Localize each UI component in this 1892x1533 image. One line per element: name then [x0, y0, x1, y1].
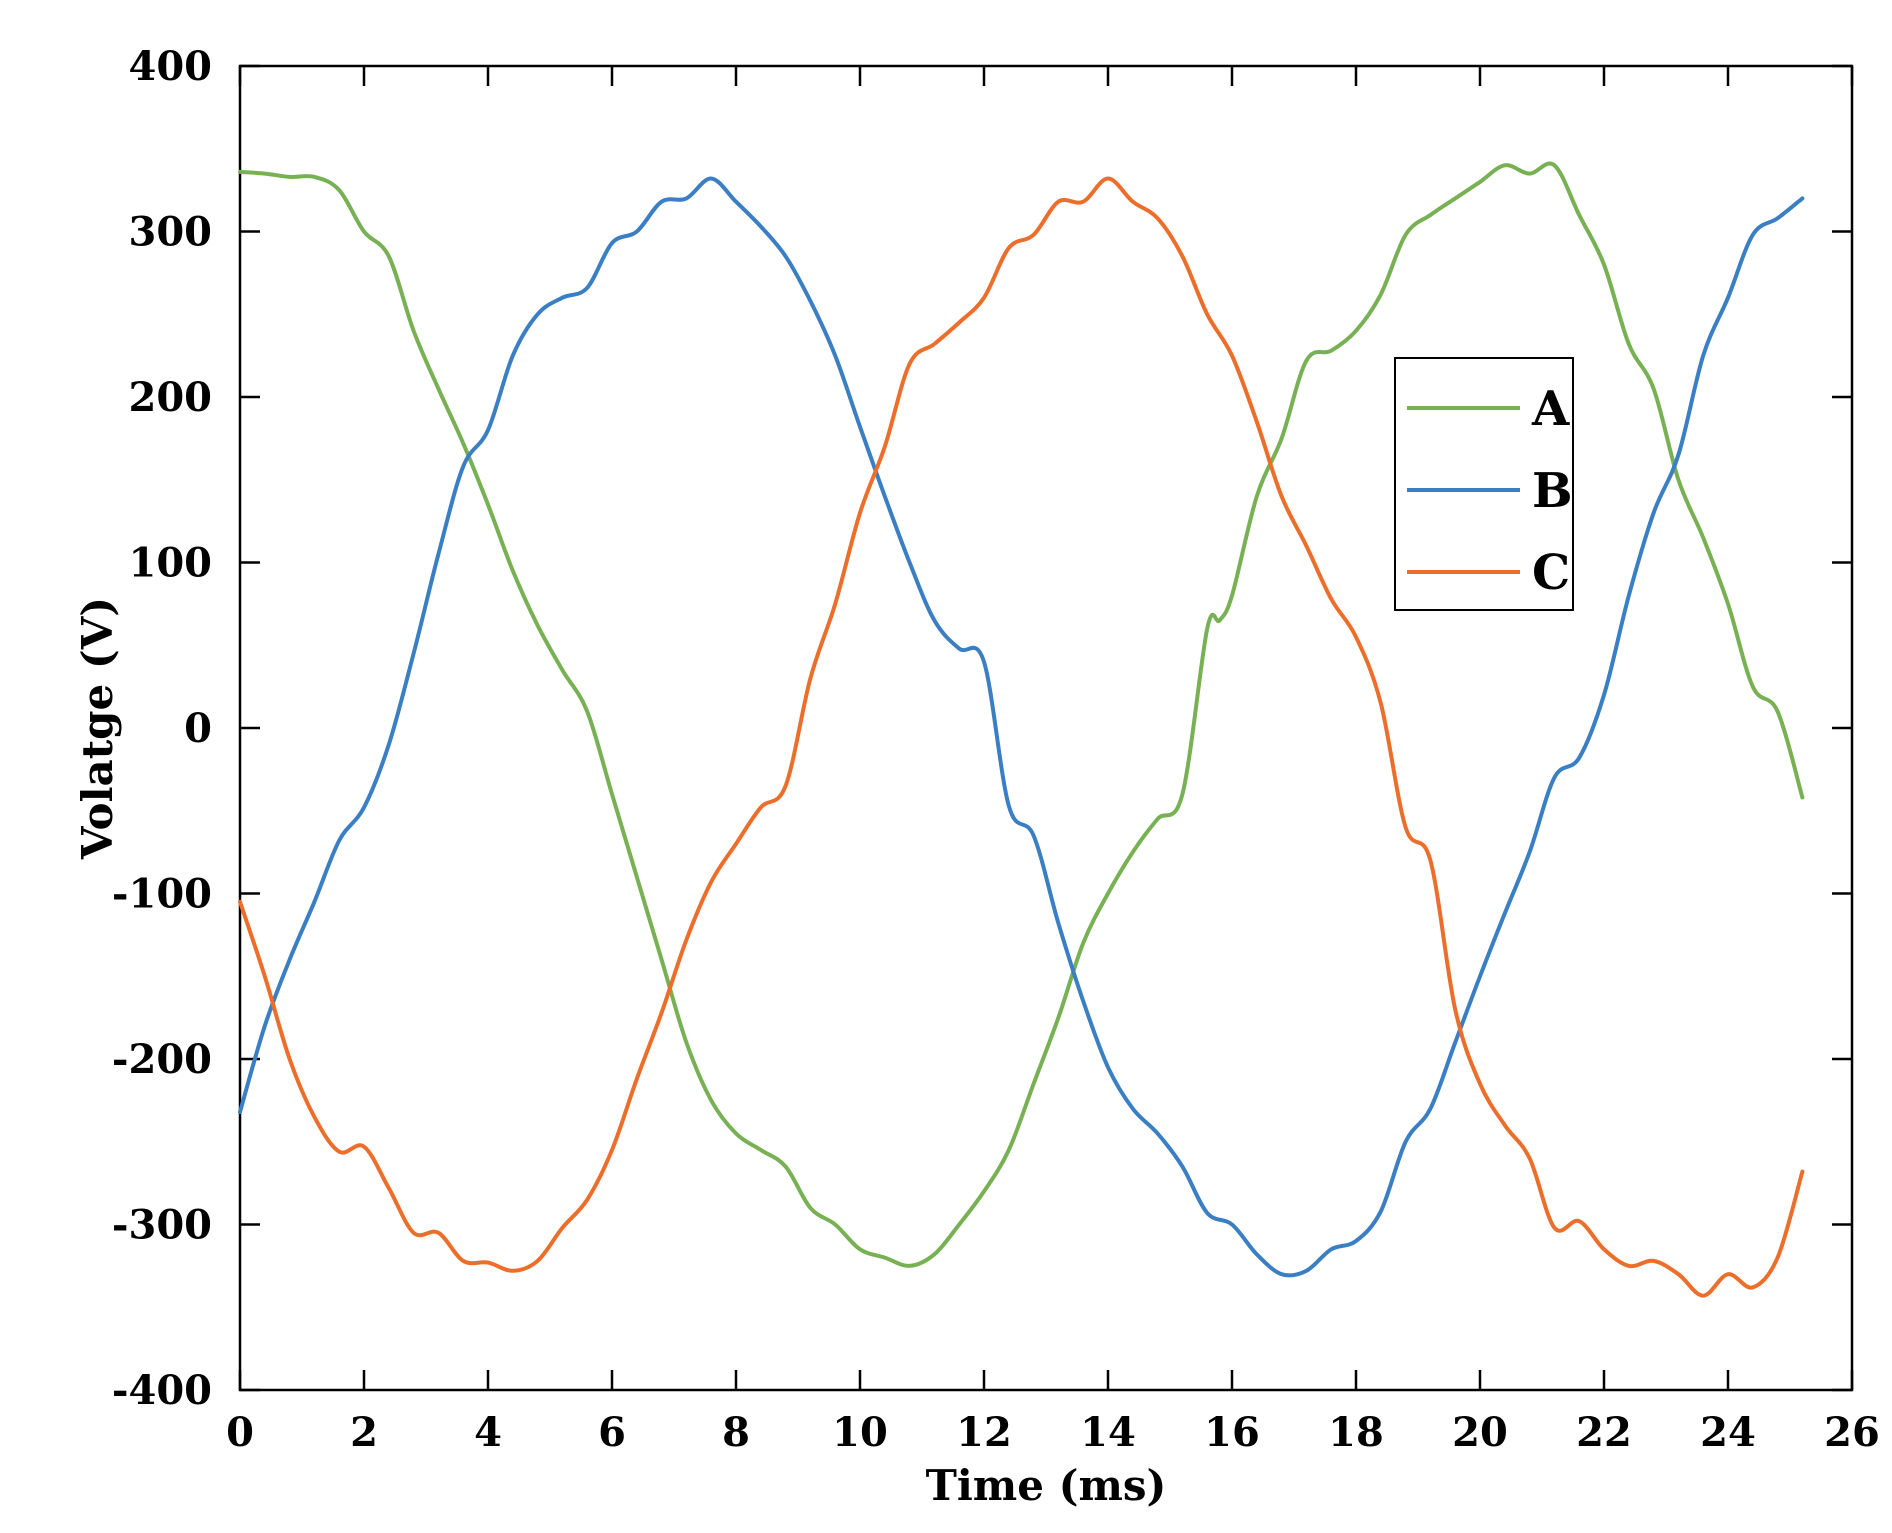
x-axis-title: Time (ms) [926, 1461, 1167, 1510]
y-tick-label: -100 [112, 871, 212, 918]
y-tick-label: -300 [112, 1202, 212, 1249]
series-line-b [238, 176, 1805, 1278]
legend: ABC [1394, 357, 1574, 611]
legend-label-c: C [1532, 545, 1570, 601]
legend-label-a: A [1531, 381, 1570, 437]
x-tick-label: 6 [598, 1409, 626, 1456]
y-tick-label: 200 [129, 374, 213, 421]
legend-label-b: B [1532, 463, 1573, 519]
x-tick-label: 8 [722, 1409, 750, 1456]
x-tick-label: 24 [1700, 1409, 1756, 1456]
x-tick-label: 2 [350, 1409, 378, 1456]
plot-area [238, 64, 1854, 1392]
x-tick-label: 4 [474, 1409, 502, 1456]
y-tick-label: -400 [112, 1367, 212, 1414]
axis-ticks [238, 64, 1854, 1392]
y-tick-label: 0 [184, 705, 212, 752]
y-axis-title: Volatge (V) [73, 597, 122, 860]
y-tick-label: 300 [129, 209, 213, 256]
x-tick-label: 26 [1824, 1409, 1880, 1456]
x-tick-label: 10 [832, 1409, 888, 1456]
y-tick-label: 100 [129, 540, 213, 587]
x-tick-label: 22 [1576, 1409, 1632, 1456]
x-tick-label: 18 [1328, 1409, 1384, 1456]
x-tick-label: 12 [956, 1409, 1012, 1456]
series-line-c [238, 176, 1805, 1298]
x-tick-label: 16 [1204, 1409, 1260, 1456]
x-tick-label: 14 [1080, 1409, 1136, 1456]
y-tick-label: -200 [112, 1036, 212, 1083]
x-tick-label: 20 [1452, 1409, 1508, 1456]
series-lines [238, 161, 1805, 1298]
x-tick-label: 0 [226, 1409, 254, 1456]
axis-tick-labels: 0 2 4 6 8 10 12 14 16 18 20 22 24 26-400-300-200-1000… [112, 43, 1880, 1456]
series-line-a [238, 161, 1805, 1268]
y-tick-label: 400 [129, 43, 213, 90]
legend-box [1394, 357, 1574, 611]
